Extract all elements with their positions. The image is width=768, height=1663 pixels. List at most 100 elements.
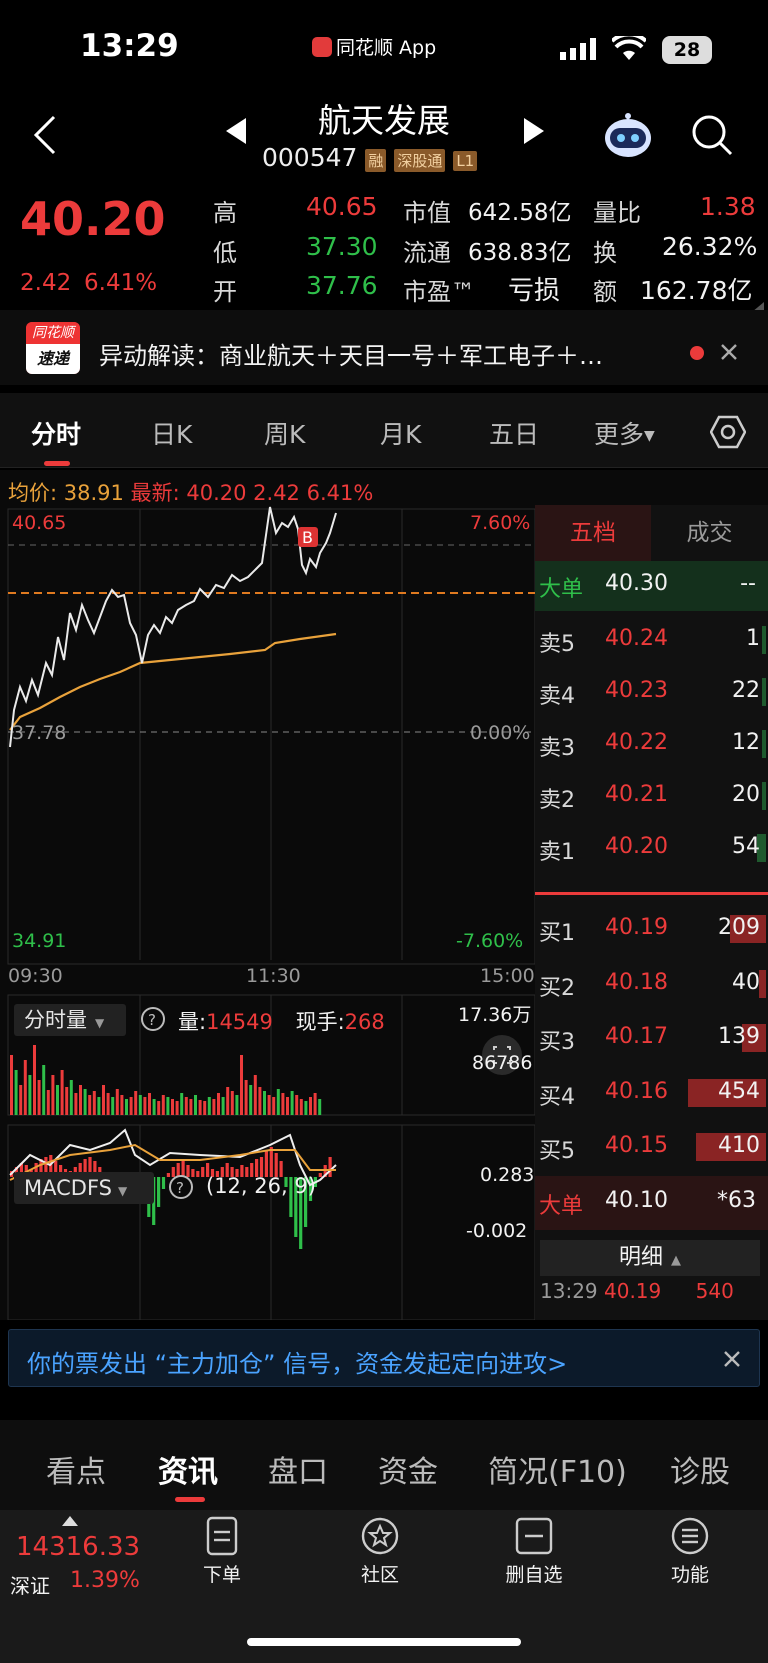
big-buy-vol: *63 bbox=[717, 1188, 756, 1213]
nav-functions[interactable]: 功能 bbox=[648, 1516, 732, 1596]
expand-icon[interactable] bbox=[493, 1046, 511, 1064]
settings-icon[interactable] bbox=[710, 414, 746, 450]
volume-selector-label: 分时量 bbox=[24, 1008, 87, 1032]
volume-bar bbox=[249, 1085, 253, 1115]
app-icon bbox=[312, 37, 332, 57]
stock-name: 航天发展 bbox=[318, 101, 450, 140]
sell-level-row[interactable]: 卖3 40.22 12 bbox=[535, 718, 768, 770]
volume-bar bbox=[267, 1095, 271, 1115]
index-value[interactable]: 14316.33 bbox=[16, 1532, 141, 1562]
volume-bar bbox=[33, 1045, 36, 1115]
tab-intraday[interactable]: 分时 bbox=[31, 420, 82, 449]
tab-more[interactable]: 更多▼ bbox=[594, 415, 655, 451]
macd-bar bbox=[245, 1167, 249, 1177]
nav-remove-watchlist[interactable]: 删自选 bbox=[492, 1516, 576, 1596]
close-icon[interactable] bbox=[720, 343, 738, 361]
tab-diagnosis[interactable]: 诊股 bbox=[670, 1455, 730, 1490]
buy-level-row[interactable]: 买3 40.17 139 bbox=[535, 1011, 768, 1066]
search-icon[interactable] bbox=[690, 113, 734, 157]
buy-price: 40.17 bbox=[605, 1024, 668, 1050]
close-icon[interactable] bbox=[723, 1350, 741, 1368]
volume-selector[interactable]: 分时量 ▼ bbox=[14, 1004, 126, 1036]
nav-order-label: 下单 bbox=[202, 1564, 241, 1586]
volume-bar bbox=[19, 1085, 23, 1115]
news-text[interactable]: 异动解读：商业航天＋天目一号＋军工电子＋… bbox=[99, 342, 603, 370]
tab-highlights[interactable]: 看点 bbox=[46, 1455, 106, 1490]
book-tab-trades[interactable]: 成交 bbox=[651, 505, 768, 561]
tab-order-book[interactable]: 盘口 bbox=[268, 1455, 328, 1490]
tab-news[interactable]: 资讯 bbox=[158, 1455, 218, 1490]
tab-weekly[interactable]: 周K bbox=[264, 420, 306, 449]
sell-label: 卖1 bbox=[539, 840, 575, 865]
buy-vol: 40 bbox=[732, 969, 760, 995]
volume-bar bbox=[134, 1091, 138, 1115]
volume-bar bbox=[79, 1085, 82, 1115]
macd-low: -0.002 bbox=[466, 1220, 528, 1242]
big-sell-row: 大单 40.30 -- bbox=[535, 561, 768, 611]
nav-community[interactable]: 社区 bbox=[338, 1516, 422, 1596]
volume-bar bbox=[221, 1097, 225, 1115]
macd-bar bbox=[196, 1171, 200, 1177]
caret-up-icon: ▲ bbox=[671, 1253, 681, 1268]
news-logo-top: 同花顺 bbox=[26, 322, 80, 344]
macd-bar bbox=[279, 1161, 283, 1177]
volratio-value: 1.38 bbox=[700, 192, 756, 221]
trade-time: 13:29 bbox=[540, 1279, 598, 1299]
prev-stock-icon[interactable] bbox=[226, 118, 248, 144]
news-bar[interactable] bbox=[0, 310, 768, 385]
sell-level-row[interactable]: 卖1 40.20 54 bbox=[535, 822, 768, 874]
detail-button[interactable]: 明细 ▲ bbox=[540, 1240, 760, 1276]
book-tab-five[interactable]: 五档 bbox=[535, 505, 651, 561]
buy-level-row[interactable]: 买5 40.15 410 bbox=[535, 1120, 768, 1175]
caret-down-icon: ▼ bbox=[95, 1016, 105, 1030]
volume-bar bbox=[272, 1097, 276, 1115]
macd-bar bbox=[274, 1153, 278, 1177]
tab-five-day[interactable]: 五日 bbox=[489, 420, 540, 449]
volume-bar bbox=[290, 1091, 294, 1115]
axis-bot-right: -7.60% bbox=[456, 930, 524, 952]
sell-price: 40.24 bbox=[605, 626, 668, 651]
macd-bar bbox=[171, 1167, 175, 1177]
macd-bar bbox=[240, 1165, 244, 1177]
nav-order[interactable]: 下单 bbox=[180, 1516, 264, 1596]
sell-level-row[interactable]: 卖4 40.23 22 bbox=[535, 666, 768, 718]
volume-bar bbox=[189, 1099, 193, 1115]
buy-level-row[interactable]: 买4 40.16 454 bbox=[535, 1066, 768, 1121]
back-icon[interactable] bbox=[32, 115, 58, 155]
index-pct: 1.39% bbox=[70, 1568, 140, 1593]
volume-bar bbox=[194, 1095, 197, 1115]
robot-assistant-icon[interactable] bbox=[603, 112, 653, 160]
macd-params: (12, 26, 9) bbox=[206, 1174, 316, 1198]
home-indicator bbox=[247, 1638, 521, 1646]
intraday-chart[interactable]: B bbox=[0, 505, 535, 1320]
signal-alert[interactable]: 你的票发出 “主力加仓” 信号，资金发起定向进攻> bbox=[8, 1329, 760, 1387]
volume-mid: 86786 bbox=[472, 1052, 533, 1074]
tag-margin: 融 bbox=[365, 149, 387, 172]
macd-bar bbox=[39, 1159, 43, 1177]
signal-alert-text[interactable]: 你的票发出 “主力加仓” 信号，资金发起定向进攻> bbox=[27, 1350, 568, 1378]
tab-profile[interactable]: 简况(F10) bbox=[488, 1455, 627, 1490]
sell-price: 40.23 bbox=[605, 678, 668, 703]
macd-bar bbox=[308, 1177, 313, 1201]
corner-fold-icon bbox=[752, 302, 764, 312]
tab-monthly[interactable]: 月K bbox=[380, 420, 422, 449]
app-label: 同花顺 App bbox=[336, 37, 437, 59]
sell-level-row[interactable]: 卖5 40.24 1 bbox=[535, 614, 768, 666]
help-icon[interactable]: ? bbox=[140, 1006, 166, 1032]
buy-marker: B bbox=[302, 528, 313, 547]
buy-level-row[interactable]: 买2 40.18 40 bbox=[535, 957, 768, 1012]
help-icon[interactable]: ? bbox=[168, 1174, 194, 1200]
volume-bar bbox=[97, 1097, 101, 1115]
volratio-label: 量比 bbox=[593, 199, 641, 227]
time-mid: 11:30 bbox=[246, 965, 301, 987]
macd-bar bbox=[88, 1157, 92, 1177]
sell-level-row[interactable]: 卖2 40.21 20 bbox=[535, 770, 768, 822]
tab-daily[interactable]: 日K bbox=[151, 420, 193, 449]
next-stock-icon[interactable] bbox=[522, 118, 544, 144]
volume-bar bbox=[207, 1097, 211, 1115]
tab-fund-flow[interactable]: 资金 bbox=[378, 1455, 438, 1490]
latest-value: 40.20 bbox=[186, 481, 247, 505]
macd-selector[interactable]: MACDFS ▼ bbox=[14, 1172, 154, 1204]
buy-price: 40.16 bbox=[605, 1078, 668, 1104]
buy-level-row[interactable]: 买1 40.19 209 bbox=[535, 902, 768, 957]
